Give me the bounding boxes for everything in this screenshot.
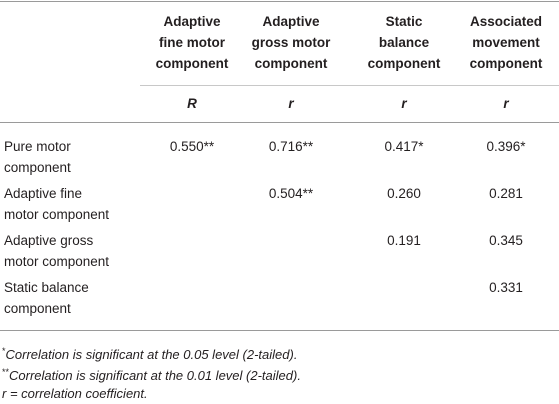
footnote-text: Correlation is significant at the 0.05 l…: [5, 347, 298, 362]
footnote: *Correlation is significant at the 0.05 …: [2, 341, 297, 365]
cell-value: 0.281: [489, 186, 523, 201]
column-header: component: [469, 56, 543, 71]
column-header: movement: [472, 35, 540, 50]
cell-value: 0.191: [387, 233, 421, 248]
row-label: Static balance: [4, 280, 89, 295]
row-label: component: [4, 160, 71, 175]
column-header: fine motor: [159, 35, 225, 50]
bottom-rule: [0, 330, 559, 331]
column-subheader: r: [401, 96, 407, 111]
header-bottom-rule: [0, 122, 559, 123]
footnote: r = correlation coefficient.: [2, 383, 148, 404]
column-header: Adaptive: [163, 14, 221, 29]
footnote-text: = correlation coefficient.: [9, 386, 148, 401]
header-rule: [140, 85, 559, 86]
cell-value: 0.331: [489, 280, 523, 295]
column-subheader: r: [288, 96, 294, 111]
cell-value: 0.550**: [169, 139, 215, 154]
column-header: component: [367, 56, 441, 71]
cell-value: 0.345: [489, 233, 523, 248]
row-label: Pure motor: [4, 139, 71, 154]
row-label: motor component: [4, 254, 110, 269]
cell-value: 0.504**: [268, 186, 314, 201]
row-label: Adaptive fine: [4, 186, 83, 201]
column-subheader: r: [503, 96, 509, 111]
top-rule: [0, 1, 559, 2]
cell-value: 0.260: [387, 186, 421, 201]
cell-value: 0.716**: [268, 139, 314, 154]
column-header: balance: [378, 35, 430, 50]
column-header: component: [254, 56, 328, 71]
footnote: **Correlation is significant at the 0.01…: [2, 362, 301, 386]
row-label: motor component: [4, 207, 110, 222]
column-header: component: [155, 56, 229, 71]
column-header: Associated: [469, 14, 543, 29]
cell-value: 0.396*: [486, 139, 526, 154]
footnote-mark: *: [2, 346, 6, 356]
column-header: gross motor: [251, 35, 331, 50]
column-subheader: R: [187, 96, 197, 111]
column-header: Static: [385, 14, 423, 29]
column-header: Adaptive: [262, 14, 320, 29]
row-label: Adaptive gross: [4, 233, 94, 248]
footnote-mark: **: [2, 367, 10, 377]
row-label: component: [4, 301, 71, 316]
cell-value: 0.417*: [384, 139, 424, 154]
footnote-text: Correlation is significant at the 0.01 l…: [9, 368, 301, 383]
footnote-symbol: r: [2, 386, 7, 401]
